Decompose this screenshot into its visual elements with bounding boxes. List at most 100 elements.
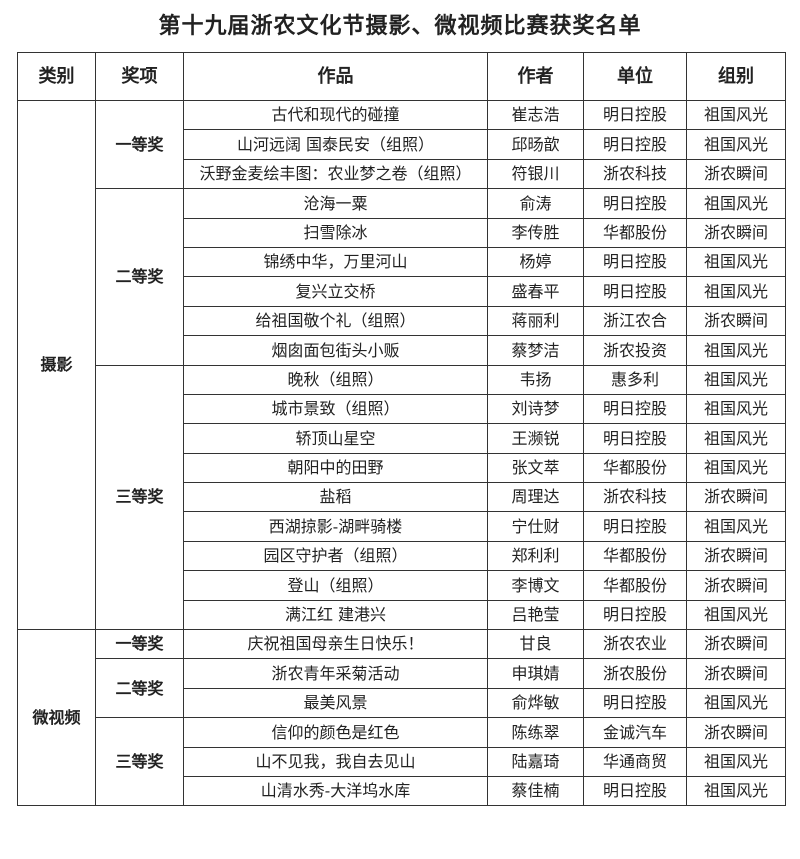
- author-cell: 韦扬: [487, 364, 584, 395]
- table-row: 轿顶山星空 王濒锐 明日控股 祖国风光: [18, 423, 786, 454]
- unit-cell: 明日控股: [583, 511, 687, 542]
- work-cell: 庆祝祖国母亲生日快乐！: [183, 629, 488, 660]
- group-cell: 浙农瞬间: [686, 305, 786, 337]
- group-cell: 浙农瞬间: [686, 717, 786, 748]
- table-row: 满江红 建港兴 吕艳莹 明日控股 祖国风光: [18, 599, 786, 631]
- page-title: 第十九届浙农文化节摄影、微视频比赛获奖名单: [158, 13, 642, 39]
- group-cell: 浙农瞬间: [686, 217, 786, 248]
- author-cell: 邱旸歆: [487, 129, 584, 160]
- group-cell: 祖国风光: [686, 276, 786, 307]
- group-cell: 祖国风光: [686, 246, 786, 278]
- group-cell: 祖国风光: [686, 364, 786, 395]
- work-cell: 轿顶山星空: [183, 423, 488, 454]
- unit-cell: 明日控股: [583, 188, 687, 219]
- work-cell: 信仰的颜色是红色: [183, 717, 488, 748]
- table-row: 盐稻 周理达 浙农科技 浙农瞬间: [18, 482, 786, 513]
- author-cell: 李博文: [487, 570, 584, 601]
- group-cell: 祖国风光: [686, 423, 786, 454]
- work-cell: 浙农青年采菊活动: [183, 658, 488, 689]
- author-cell: 王濒锐: [487, 423, 584, 454]
- table-row: 沃野金麦绘丰图：农业梦之卷（组照） 符银川 浙农科技 浙农瞬间: [18, 158, 786, 190]
- author-cell: 甘良: [487, 629, 584, 660]
- author-cell: 周理达: [487, 482, 584, 513]
- unit-cell: 浙农科技: [583, 158, 687, 190]
- header-work: 作品: [183, 52, 488, 101]
- table-row: 给祖国敬个礼（组照） 蒋丽利 浙江农合 浙农瞬间: [18, 305, 786, 337]
- author-cell: 刘诗梦: [487, 393, 584, 425]
- unit-cell: 华通商贸: [583, 746, 687, 777]
- author-cell: 李传胜: [487, 217, 584, 248]
- group-cell: 浙农瞬间: [686, 158, 786, 190]
- header-unit: 单位: [583, 52, 687, 101]
- group-cell: 祖国风光: [686, 99, 786, 131]
- unit-cell: 浙农投资: [583, 335, 687, 366]
- award-table: 类别 奖项 作品 作者 单位 组别 摄影 一等奖 古代和现代的碰撞 崔志浩 明日控股 祖国…: [17, 52, 786, 807]
- group-cell: 祖国风光: [686, 746, 786, 777]
- author-cell: 宁仕财: [487, 511, 584, 542]
- author-cell: 陆嘉琦: [487, 746, 584, 777]
- work-cell: 盐稻: [183, 482, 488, 513]
- group-cell: 祖国风光: [686, 393, 786, 425]
- table-row: 微视频 一等奖 庆祝祖国母亲生日快乐！ 甘良 浙农农业 浙农瞬间: [17, 629, 786, 807]
- award-cell: 三等奖: [95, 364, 184, 631]
- unit-cell: 明日控股: [583, 687, 687, 719]
- work-cell: 烟囱面包街头小贩: [183, 335, 488, 366]
- group-cell: 浙农瞬间: [686, 540, 786, 572]
- author-cell: 崔志浩: [487, 99, 584, 131]
- table-row: 二等奖 浙农青年采菊活动 申琪婧 浙农股份 浙农瞬间: [18, 658, 786, 719]
- award-cell: 一等奖: [95, 629, 184, 660]
- author-cell: 盛春平: [487, 276, 584, 307]
- award-cell: 三等奖: [95, 717, 184, 807]
- work-cell: 锦绣中华，万里河山: [183, 246, 488, 278]
- author-cell: 蒋丽利: [487, 305, 584, 337]
- table-body: 摄影 一等奖 古代和现代的碰撞 崔志浩 明日控股 祖国风光 山河远阔 国泰民安（组照） 邱旸歆…: [17, 99, 786, 807]
- author-cell: 蔡梦洁: [487, 335, 584, 366]
- work-cell: 西湖掠影-湖畔骑楼: [183, 511, 488, 542]
- work-cell: 给祖国敬个礼（组照）: [183, 305, 488, 337]
- unit-cell: 金诚汽车: [583, 717, 687, 748]
- unit-cell: 华都股份: [583, 570, 687, 601]
- unit-cell: 明日控股: [583, 246, 687, 278]
- table-row: 城市景致（组照） 刘诗梦 明日控股 祖国风光: [18, 393, 786, 425]
- unit-cell: 惠多利: [583, 364, 687, 395]
- table-row: 二等奖 沧海一粟 俞涛 明日控股 祖国风光: [18, 188, 786, 366]
- header-group: 组别: [686, 52, 786, 101]
- table-row: 烟囱面包街头小贩 蔡梦洁 浙农投资 祖国风光: [18, 335, 786, 366]
- table-row: 西湖掠影-湖畔骑楼 宁仕财 明日控股 祖国风光: [18, 511, 786, 542]
- work-cell: 沧海一粟: [183, 188, 488, 219]
- author-cell: 俞烨敏: [487, 687, 584, 719]
- author-cell: 陈练翠: [487, 717, 584, 748]
- header-category: 类别: [17, 52, 96, 101]
- award-cell: 一等奖: [95, 99, 184, 190]
- category-cell: 摄影: [17, 99, 96, 631]
- group-cell: 浙农瞬间: [686, 570, 786, 601]
- unit-cell: 华都股份: [583, 452, 687, 484]
- table-row: 扫雪除冰 李传胜 华都股份 浙农瞬间: [18, 217, 786, 248]
- unit-cell: 华都股份: [583, 540, 687, 572]
- author-cell: 符银川: [487, 158, 584, 190]
- table-row: 锦绣中华，万里河山 杨婷 明日控股 祖国风光: [18, 246, 786, 278]
- work-cell: 山不见我，我自去见山: [183, 746, 488, 777]
- author-cell: 蔡佳楠: [487, 775, 584, 807]
- unit-cell: 明日控股: [583, 423, 687, 454]
- unit-cell: 浙农科技: [583, 482, 687, 513]
- work-cell: 园区守护者（组照）: [183, 540, 488, 572]
- group-cell: 祖国风光: [686, 129, 786, 160]
- author-cell: 郑利利: [487, 540, 584, 572]
- work-cell: 山河远阔 国泰民安（组照）: [183, 129, 488, 160]
- unit-cell: 明日控股: [583, 276, 687, 307]
- work-cell: 古代和现代的碰撞: [183, 99, 488, 131]
- group-cell: 祖国风光: [686, 335, 786, 366]
- work-cell: 满江红 建港兴: [183, 599, 488, 631]
- work-cell: 山清水秀-大洋坞水库: [183, 775, 488, 807]
- header-row: 类别 奖项 作品 作者 单位 组别: [17, 52, 786, 101]
- unit-cell: 明日控股: [583, 129, 687, 160]
- author-cell: 俞涛: [487, 188, 584, 219]
- group-cell: 祖国风光: [686, 511, 786, 542]
- category-cell: 微视频: [17, 629, 96, 807]
- group-cell: 祖国风光: [686, 775, 786, 807]
- unit-cell: 明日控股: [583, 393, 687, 425]
- group-cell: 浙农瞬间: [686, 629, 786, 660]
- unit-cell: 华都股份: [583, 217, 687, 248]
- award-cell: 二等奖: [95, 658, 184, 719]
